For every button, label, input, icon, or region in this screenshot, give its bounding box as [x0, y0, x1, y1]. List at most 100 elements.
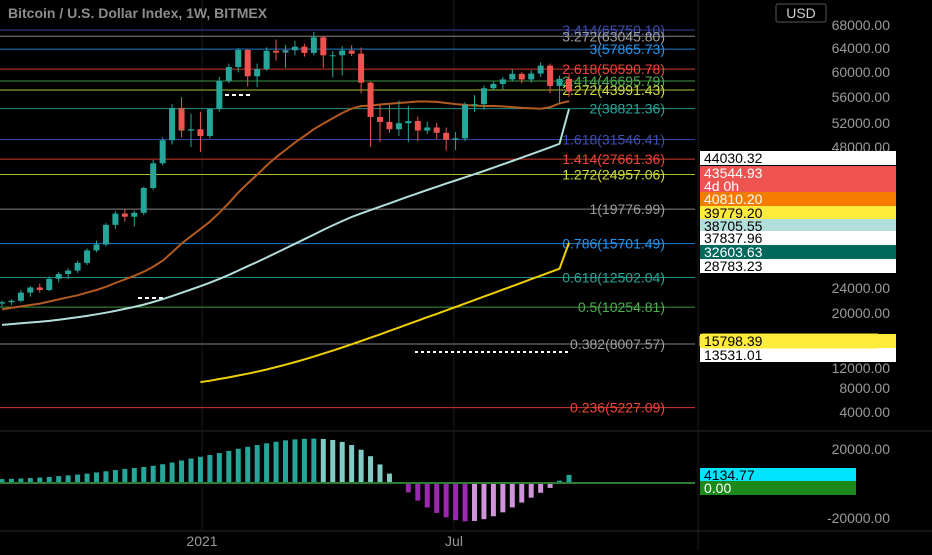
price-label-box [700, 245, 896, 259]
oscillator-bar [160, 464, 166, 483]
y-axis-tick-label: 60000.00 [832, 64, 891, 80]
candle-body [0, 302, 5, 304]
chart-title: Bitcoin / U.S. Dollar Index, 1W, BITMEX [8, 5, 268, 21]
fib-level-label: 1.618(31546.41) [562, 132, 665, 148]
price-label: 43544.93 [704, 165, 763, 181]
candle-body [17, 292, 24, 301]
candle-body [377, 116, 383, 122]
oscillator-axis-tick-label: -20000.00 [827, 510, 890, 526]
candle-body [55, 274, 62, 279]
candle-body [499, 79, 506, 84]
candle-body [84, 250, 91, 263]
oscillator-bar [538, 483, 544, 493]
candle-body [358, 53, 365, 83]
oscillator-bar [207, 455, 213, 483]
oscillator-bar [65, 475, 71, 483]
candle-body [216, 80, 223, 110]
x-axis-tick-label: Jul [445, 533, 463, 549]
y-axis-tick-label: 68000.00 [832, 17, 891, 33]
candle-body [480, 88, 487, 105]
oscillator-bar [443, 483, 449, 518]
candle-body [235, 50, 242, 68]
oscillator-bar [349, 445, 355, 483]
oscillator-axis-tick-label: 20000.00 [832, 441, 891, 457]
oscillator-bar [84, 473, 90, 483]
price-label: 44030.32 [704, 150, 763, 166]
oscillator-bar [453, 483, 459, 521]
fib-level-label: 2.618(50590.78) [562, 61, 665, 77]
oscillator-value-box [700, 468, 856, 482]
oscillator-bar [519, 483, 525, 503]
oscillator-bar [169, 462, 175, 483]
oscillator-bar [566, 474, 572, 483]
price-label-box [700, 192, 896, 206]
oscillator-bar [264, 443, 270, 483]
fib-level-label: 0.5(10254.81) [578, 299, 665, 315]
candle-body [386, 121, 393, 130]
candle-body [537, 65, 544, 74]
price-label-box [700, 334, 896, 348]
fib-level-label: 2(38821.36) [589, 101, 665, 117]
price-label-box [700, 348, 896, 362]
oscillator-bar [405, 483, 411, 493]
candle-body [452, 138, 459, 140]
candle-body [443, 132, 450, 140]
candle-body [178, 107, 185, 131]
oscillator-bar [311, 438, 317, 483]
candle-body [188, 129, 194, 131]
oscillator-bar [216, 453, 222, 483]
fib-level-label: 1.272(24957.06) [562, 166, 665, 182]
candle-body [150, 163, 157, 188]
candle-body [93, 244, 100, 251]
price-label-box [700, 179, 896, 193]
candle-body [282, 50, 289, 53]
price-label: 37837.96 [704, 230, 763, 246]
oscillator-bar [122, 468, 128, 483]
candle-body [206, 109, 213, 137]
oscillator-bar [75, 474, 81, 483]
price-label-box [700, 219, 896, 233]
oscillator-bar [8, 478, 14, 483]
oscillator-bar [377, 464, 383, 483]
candle-body [254, 69, 261, 77]
price-label-highlight [699, 333, 881, 349]
candle-body [414, 121, 421, 131]
oscillator-value-box [700, 481, 856, 495]
oscillator-bar [94, 472, 99, 483]
oscillator-bar [46, 476, 52, 483]
oscillator-bar [509, 483, 515, 508]
oscillator-bar [462, 483, 468, 522]
candle-body [8, 300, 15, 303]
y-axis-tick-label: 8000.00 [839, 380, 890, 396]
oscillator-bar [292, 439, 298, 483]
price-label-box [700, 259, 896, 273]
price-label-box [700, 151, 896, 165]
oscillator-bar [320, 438, 326, 483]
candle-body [329, 55, 336, 57]
candle-body [159, 140, 166, 164]
oscillator-histogram [0, 438, 572, 522]
fib-level-label: 0.618(12502.04) [562, 270, 665, 286]
price-label: 40810.20 [704, 191, 763, 207]
oscillator-bar [0, 479, 5, 483]
y-axis-tick-label: 20000.00 [832, 305, 891, 321]
candle-body [46, 278, 53, 291]
fib-level-label: 3(57865.73) [589, 41, 665, 57]
candle-body [566, 78, 572, 92]
y-axis-tick-label: 4000.00 [839, 404, 890, 420]
candle-body [36, 287, 43, 291]
candle-body [395, 123, 402, 130]
oscillator-bar [330, 439, 336, 483]
candle-body [405, 121, 412, 124]
candle-body [74, 262, 81, 271]
price-label: 4d 0h [704, 178, 739, 194]
oscillator-bar [500, 483, 506, 513]
candle-body [65, 270, 72, 275]
oscillator-bar [368, 456, 374, 483]
y-axis-tick-label: 52000.00 [832, 115, 891, 131]
oscillator-bar [490, 483, 496, 517]
candle-body [197, 129, 204, 137]
price-label: 39779.20 [704, 205, 763, 221]
